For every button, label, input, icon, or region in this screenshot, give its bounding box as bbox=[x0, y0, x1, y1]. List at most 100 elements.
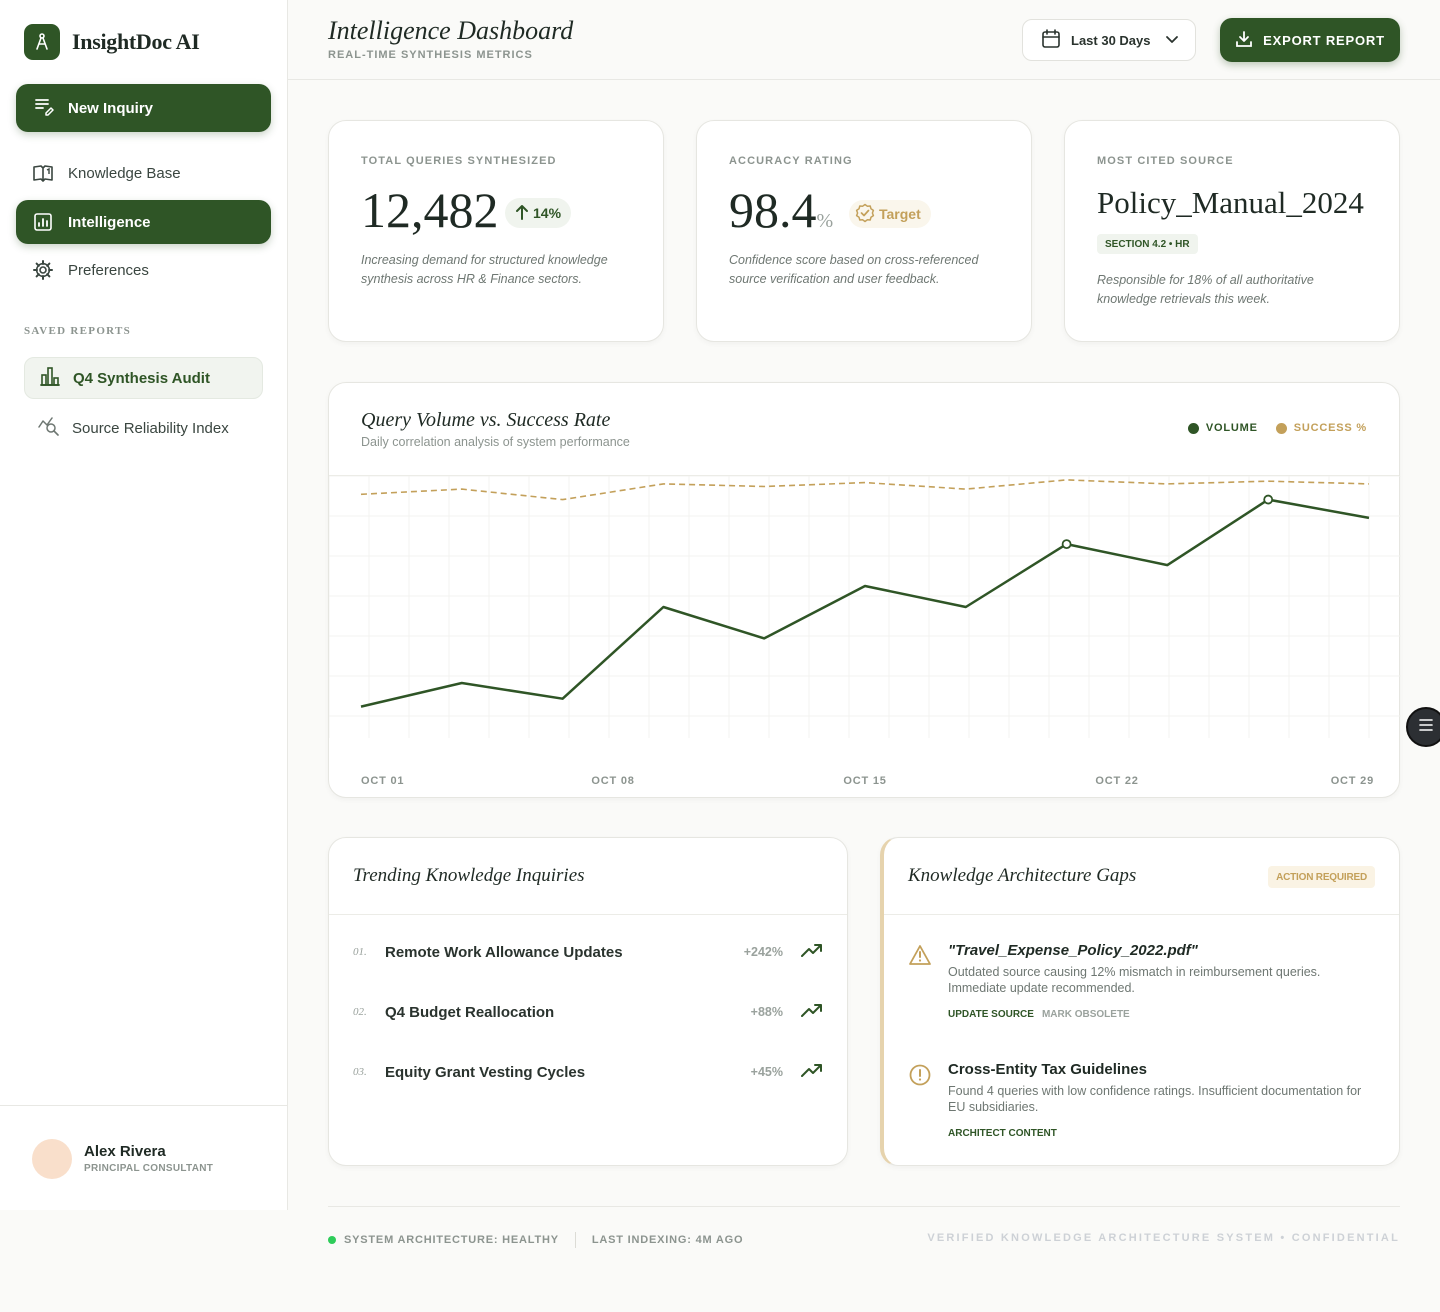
trend-row[interactable]: 02. Q4 Budget Reallocation +88% bbox=[353, 998, 823, 1026]
sidebar-item-intelligence[interactable]: Intelligence bbox=[16, 200, 271, 244]
gap-actions: UPDATE SOURCE MARK OBSOLETE bbox=[948, 1009, 1130, 1020]
last-indexing: LAST INDEXING: 4M AGO bbox=[591, 1234, 744, 1246]
delta-value: 14% bbox=[533, 205, 562, 221]
target-badge: Target bbox=[849, 200, 931, 228]
export-report-button[interactable]: EXPORT REPORT bbox=[1220, 18, 1400, 62]
stat-description: Confidence score based on cross-referenc… bbox=[729, 253, 979, 286]
trend-row[interactable]: 01. Remote Work Allowance Updates +242% bbox=[353, 938, 823, 966]
analytics-search-icon bbox=[38, 416, 60, 440]
panel-title: Trending Knowledge Inquiries bbox=[353, 865, 585, 886]
panel-title: Knowledge Architecture Gaps bbox=[908, 865, 1137, 886]
chevron-down-icon bbox=[1165, 32, 1179, 49]
panel-divider bbox=[329, 914, 847, 915]
page-subtitle: REAL-TIME SYNTHESIS METRICS bbox=[328, 49, 533, 61]
architect-content-link[interactable]: ARCHITECT CONTENT bbox=[948, 1128, 1057, 1139]
x-tick-label: OCT 08 bbox=[591, 775, 634, 787]
trend-delta: +242% bbox=[743, 945, 783, 959]
trend-label: Remote Work Allowance Updates bbox=[385, 943, 623, 961]
data-point[interactable] bbox=[1263, 494, 1274, 505]
stat-label: ACCURACY RATING bbox=[729, 155, 853, 167]
chart-legend: VOLUME SUCCESS % bbox=[1187, 422, 1367, 434]
top-header: Intelligence Dashboard REAL-TIME SYNTHES… bbox=[288, 0, 1440, 80]
gear-icon bbox=[32, 259, 54, 281]
trending-up-icon bbox=[801, 1002, 823, 1023]
saved-report-label: Source Reliability Index bbox=[72, 419, 229, 437]
trend-label: Equity Grant Vesting Cycles bbox=[385, 1063, 586, 1081]
legend-dot-success bbox=[1275, 422, 1287, 434]
legend-label: VOLUME bbox=[1205, 422, 1258, 434]
legend-dot-volume bbox=[1187, 422, 1199, 434]
legend-label: SUCCESS % bbox=[1293, 422, 1367, 434]
x-tick-label: OCT 29 bbox=[1331, 775, 1374, 787]
sidebar-item-knowledge-base[interactable]: Knowledge Base bbox=[16, 151, 271, 195]
trending-inquiries-card: Trending Knowledge Inquiries 01. Remote … bbox=[328, 837, 848, 1166]
line-chart: OCT 01 OCT 08 OCT 15 OCT 22 OCT 29 bbox=[329, 476, 1401, 787]
stat-card-queries: TOTAL QUERIES SYNTHESIZED 12,482 14% Inc… bbox=[328, 120, 664, 342]
target-label: Target bbox=[879, 206, 921, 222]
status-dot bbox=[328, 1236, 336, 1244]
gap-title: "Travel_Expense_Policy_2022.pdf" bbox=[948, 942, 1198, 959]
stat-value-wrap: 98.4% bbox=[729, 181, 833, 239]
new-inquiry-label: New Inquiry bbox=[68, 99, 154, 117]
panel-divider bbox=[884, 914, 1399, 915]
edit-list-icon bbox=[34, 96, 54, 120]
query-volume-chart-card: Query Volume vs. Success Rate Daily corr… bbox=[328, 382, 1401, 798]
trend-delta: +45% bbox=[750, 1065, 783, 1079]
series-line-success bbox=[360, 479, 1370, 501]
brand[interactable]: InsightDoc AI bbox=[24, 24, 200, 60]
stat-card-accuracy: ACCURACY RATING 98.4% Target Confidence … bbox=[696, 120, 1032, 342]
footer-separator bbox=[574, 1232, 576, 1248]
trend-rank: 02. bbox=[353, 1006, 367, 1018]
date-range-value: Last 30 Days bbox=[1071, 32, 1151, 48]
book-icon bbox=[32, 162, 54, 184]
calendar-icon bbox=[1041, 28, 1061, 52]
floating-menu-button[interactable] bbox=[1406, 707, 1440, 747]
menu-icon bbox=[1418, 718, 1434, 737]
trending-up-icon bbox=[801, 942, 823, 963]
trend-label: Q4 Budget Reallocation bbox=[385, 1003, 555, 1021]
stat-value: 12,482 bbox=[361, 182, 499, 238]
user-name: Alex Rivera bbox=[84, 1143, 166, 1160]
legend-item-volume: VOLUME bbox=[1187, 422, 1258, 434]
avatar bbox=[32, 1139, 72, 1179]
chart-grid bbox=[329, 476, 1401, 738]
bar-chart-icon bbox=[39, 366, 61, 390]
user-profile[interactable]: Alex Rivera PRINCIPAL CONSULTANT bbox=[0, 1105, 287, 1210]
trend-delta: +88% bbox=[750, 1005, 783, 1019]
saved-report-label: Q4 Synthesis Audit bbox=[73, 369, 210, 387]
stat-label: TOTAL QUERIES SYNTHESIZED bbox=[361, 155, 557, 167]
footer-divider bbox=[328, 1206, 1400, 1207]
sidebar-item-preferences[interactable]: Preferences bbox=[16, 248, 271, 292]
alert-circle-icon bbox=[908, 1063, 932, 1092]
source-name[interactable]: Policy_Manual_2024 bbox=[1097, 185, 1364, 220]
gap-description: Found 4 queries with low confidence rati… bbox=[948, 1084, 1362, 1114]
sidebar-item-label: Intelligence bbox=[68, 213, 151, 231]
stat-value: 98.4 bbox=[729, 182, 817, 238]
confidential-notice: VERIFIED KNOWLEDGE ARCHITECTURE SYSTEM •… bbox=[927, 1232, 1400, 1244]
new-inquiry-button[interactable]: New Inquiry bbox=[16, 84, 271, 132]
saved-reports-heading: SAVED REPORTS bbox=[24, 325, 132, 337]
sidebar: InsightDoc AI New Inquiry Knowledge Base… bbox=[0, 0, 288, 1210]
gap-item: "Travel_Expense_Policy_2022.pdf" Outdate… bbox=[908, 942, 1378, 1032]
x-tick-label: OCT 15 bbox=[843, 775, 886, 787]
compass-logo-icon bbox=[24, 24, 60, 60]
action-required-badge: ACTION REQUIRED bbox=[1268, 866, 1375, 888]
chart-subtitle: Daily correlation analysis of system per… bbox=[361, 435, 630, 449]
stat-unit: % bbox=[816, 210, 834, 232]
knowledge-gaps-card: Knowledge Architecture Gaps ACTION REQUI… bbox=[880, 837, 1400, 1166]
update-source-link[interactable]: UPDATE SOURCE bbox=[948, 1009, 1034, 1020]
saved-report-q4-synthesis-audit[interactable]: Q4 Synthesis Audit bbox=[24, 357, 263, 399]
warning-icon bbox=[908, 944, 932, 971]
trend-row[interactable]: 03. Equity Grant Vesting Cycles +45% bbox=[353, 1058, 823, 1086]
gap-description: Outdated source causing 12% mismatch in … bbox=[948, 965, 1321, 995]
saved-report-source-reliability-index[interactable]: Source Reliability Index bbox=[24, 407, 263, 449]
date-range-select[interactable]: Last 30 Days bbox=[1022, 19, 1196, 61]
x-tick-label: OCT 01 bbox=[361, 775, 404, 787]
brand-name: InsightDoc AI bbox=[72, 29, 200, 54]
mark-obsolete-link[interactable]: MARK OBSOLETE bbox=[1041, 1009, 1130, 1020]
data-point[interactable] bbox=[1061, 539, 1072, 550]
delta-badge: 14% bbox=[505, 198, 572, 228]
stat-description: Increasing demand for structured knowled… bbox=[361, 253, 608, 286]
download-icon bbox=[1235, 30, 1253, 51]
gap-title: Cross-Entity Tax Guidelines bbox=[948, 1061, 1147, 1078]
